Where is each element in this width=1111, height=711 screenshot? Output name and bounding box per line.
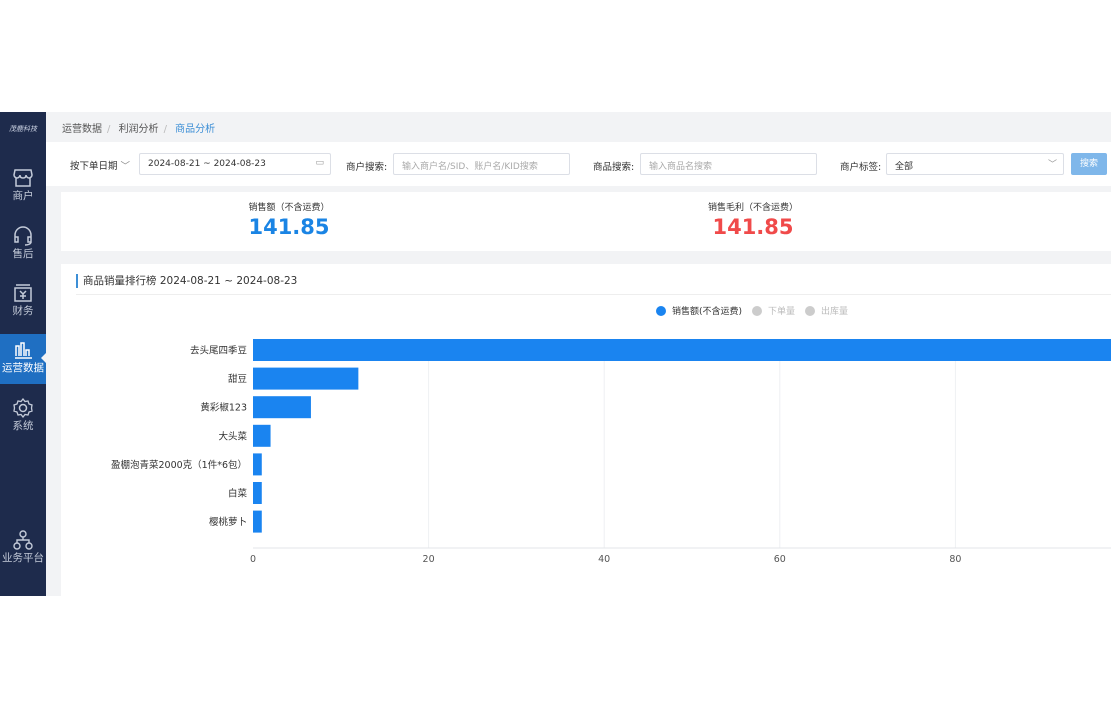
legend-item[interactable]: 下单量 [742,304,795,317]
bar [253,339,1111,361]
sidebar-item-label: 业务平台 [2,552,44,564]
bar [253,482,262,504]
store-icon [13,169,33,187]
sidebar-item-finance[interactable]: 财务 [0,277,46,327]
sidebar-item-system[interactable]: 系统 [0,392,46,442]
sidebar-item-after-sales[interactable]: 售后 [0,220,46,270]
y-category-label: 盈棚泡青菜2000克（1件*6包） [111,459,247,471]
product-search-label: 商品搜索: [593,162,635,173]
bar [253,424,271,447]
x-tick-label: 0 [250,554,256,565]
merchant-tag-label: 商户标签: [840,162,882,173]
merchant-tag-select[interactable]: 全部 ﹀ [886,153,1064,175]
sidebar-item-business-platform[interactable]: 业务平台 [0,524,46,574]
profit-label: 销售毛利（不含运费） [707,203,798,213]
main-content: 运营数据 / 利润分析 / 商品分析 按下单日期 ﹀ 2024-08-21 ~ 20… [46,112,1111,596]
x-tick-label: 40 [598,554,610,565]
sidebar-item-label: 财务 [12,305,34,317]
sidebar-item-label: 商户 [12,190,34,202]
date-type-select[interactable]: 按下单日期 ﹀ [70,161,131,172]
sidebar: 茂鹿科技 商户 售后 财务 运营数据 系统 业务平台 [0,112,46,596]
sidebar-item-merchant[interactable]: 商户 [0,162,46,212]
sidebar-item-label: 售后 [12,248,34,260]
sidebar-item-label: 系统 [12,420,34,432]
y-category-label: 黄彩椒123 [200,402,247,414]
merchant-search-input[interactable]: 输入商户名/SID、账户名/KID搜索 [393,153,570,175]
bar [253,396,311,419]
y-category-label: 白菜 [228,488,248,500]
x-tick-label: 80 [949,554,961,565]
profit-value: 141.85 [712,215,794,239]
sales-value: 141.85 [248,215,330,239]
gear-icon [13,398,33,418]
breadcrumb-item[interactable]: 利润分析 [118,124,159,135]
y-category-label: 大头菜 [218,430,247,442]
divider [76,294,1111,295]
bar [253,510,262,533]
logo: 茂鹿科技 [9,125,37,133]
breadcrumb-item[interactable]: 运营数据 [62,124,102,135]
chevron-down-icon: ﹀ [120,161,131,172]
y-category-label: 去头尾四季豆 [190,345,247,357]
y-category-label: 樱桃萝卜 [209,516,247,528]
sales-label: 销售额（不含运费） [248,203,330,213]
headset-icon [14,226,32,246]
search-button[interactable]: 搜索 [1071,153,1107,175]
product-search-input[interactable]: 输入商品名搜索 [640,153,817,175]
profit-stat: 销售毛利（不含运费） 141.85 [653,200,853,239]
breadcrumb: 运营数据 / 利润分析 / 商品分析 [62,124,216,135]
bar-chart: 020406080100120去头尾四季豆甜豆黄彩椒123大头菜盈棚泡青菜200… [111,339,1111,565]
sidebar-item-operations-data[interactable]: 运营数据 [0,334,46,384]
bar-chart-icon [15,342,32,359]
y-category-label: 甜豆 [228,373,247,385]
legend-item[interactable]: 出库量 [795,304,848,317]
filter-bar: 按下单日期 ﹀ 2024-08-21 ~ 2024-08-23 ▭ 商户搜索: 输… [46,142,1111,186]
merchant-search-label: 商户搜索: [346,162,388,173]
bar [253,367,359,390]
breadcrumb-current: 商品分析 [175,124,216,135]
chart-legend: 销售额(不含运费) 下单量 出库量 [646,304,848,317]
sales-stat: 销售额（不含运费） 141.85 [189,200,389,239]
chart-card: 商品销量排行榜 2024-08-21 ~ 2024-08-23 销售额(不含运费… [61,264,1111,596]
bar [253,453,262,476]
calendar-icon: ▭ [315,158,324,168]
app: 茂鹿科技 商户 售后 财务 运营数据 系统 业务平台 运营数据 / 利润分析 / [0,112,1111,596]
finance-icon [14,284,32,302]
summary-card: 销售额（不含运费） 141.85 销售毛利（不含运费） 141.85 [61,192,1111,251]
chevron-down-icon: ﹀ [1047,160,1057,170]
x-tick-label: 60 [774,554,786,565]
chart-title: 商品销量排行榜 2024-08-21 ~ 2024-08-23 [76,274,297,288]
date-range-picker[interactable]: 2024-08-21 ~ 2024-08-23 ▭ [139,153,331,175]
x-tick-label: 20 [423,554,435,565]
sidebar-item-label: 运营数据 [2,362,44,374]
org-chart-icon [13,530,33,550]
legend-item[interactable]: 销售额(不含运费) [646,304,742,317]
